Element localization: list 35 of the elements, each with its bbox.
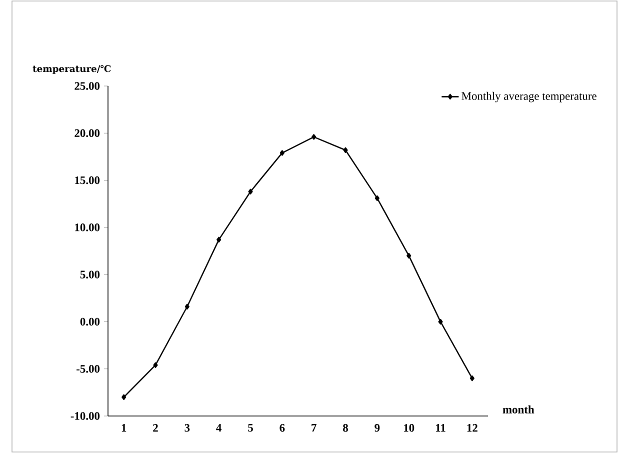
y-tick-label: 5.00 <box>80 270 100 278</box>
point <box>470 375 474 382</box>
x-tick-label: 5 <box>248 424 253 432</box>
x-tick-label: 2 <box>153 424 158 432</box>
point <box>248 188 253 194</box>
y-tick-label: 25.00 <box>74 82 100 90</box>
x-tick-label: 8 <box>343 424 348 432</box>
point <box>374 195 380 202</box>
point <box>438 318 443 325</box>
x-tick-label: 6 <box>280 424 285 432</box>
legend-label: Monthly average temperature <box>462 92 596 102</box>
point <box>312 134 316 140</box>
y-tick-label: 10.00 <box>75 224 100 232</box>
y-tick-label: 15.00 <box>75 176 100 184</box>
x-axis-title: month <box>502 405 534 414</box>
point <box>343 147 348 153</box>
x-tick-label: 1 <box>122 424 126 432</box>
point <box>122 394 126 400</box>
x-tick-label: 10 <box>404 424 414 432</box>
x-tick-label: 11 <box>436 424 446 432</box>
y-tick-label: 0.00 <box>80 318 100 326</box>
x-tick-label: 7 <box>312 424 316 432</box>
point <box>184 304 190 310</box>
point <box>406 252 412 259</box>
point <box>280 150 284 156</box>
y-tick-label: -10.00 <box>70 412 100 420</box>
x-tick-label: 4 <box>216 424 222 432</box>
point <box>153 362 158 368</box>
x-tick-label: 12 <box>467 424 478 432</box>
point <box>216 236 222 243</box>
y-tick-label: 20.00 <box>74 129 100 138</box>
x-tick-label: 9 <box>374 424 380 432</box>
y-tick-label: -5.00 <box>76 364 100 373</box>
y-axis-title: temperature/℃ <box>32 65 111 74</box>
x-tick-label: 3 <box>184 424 190 432</box>
